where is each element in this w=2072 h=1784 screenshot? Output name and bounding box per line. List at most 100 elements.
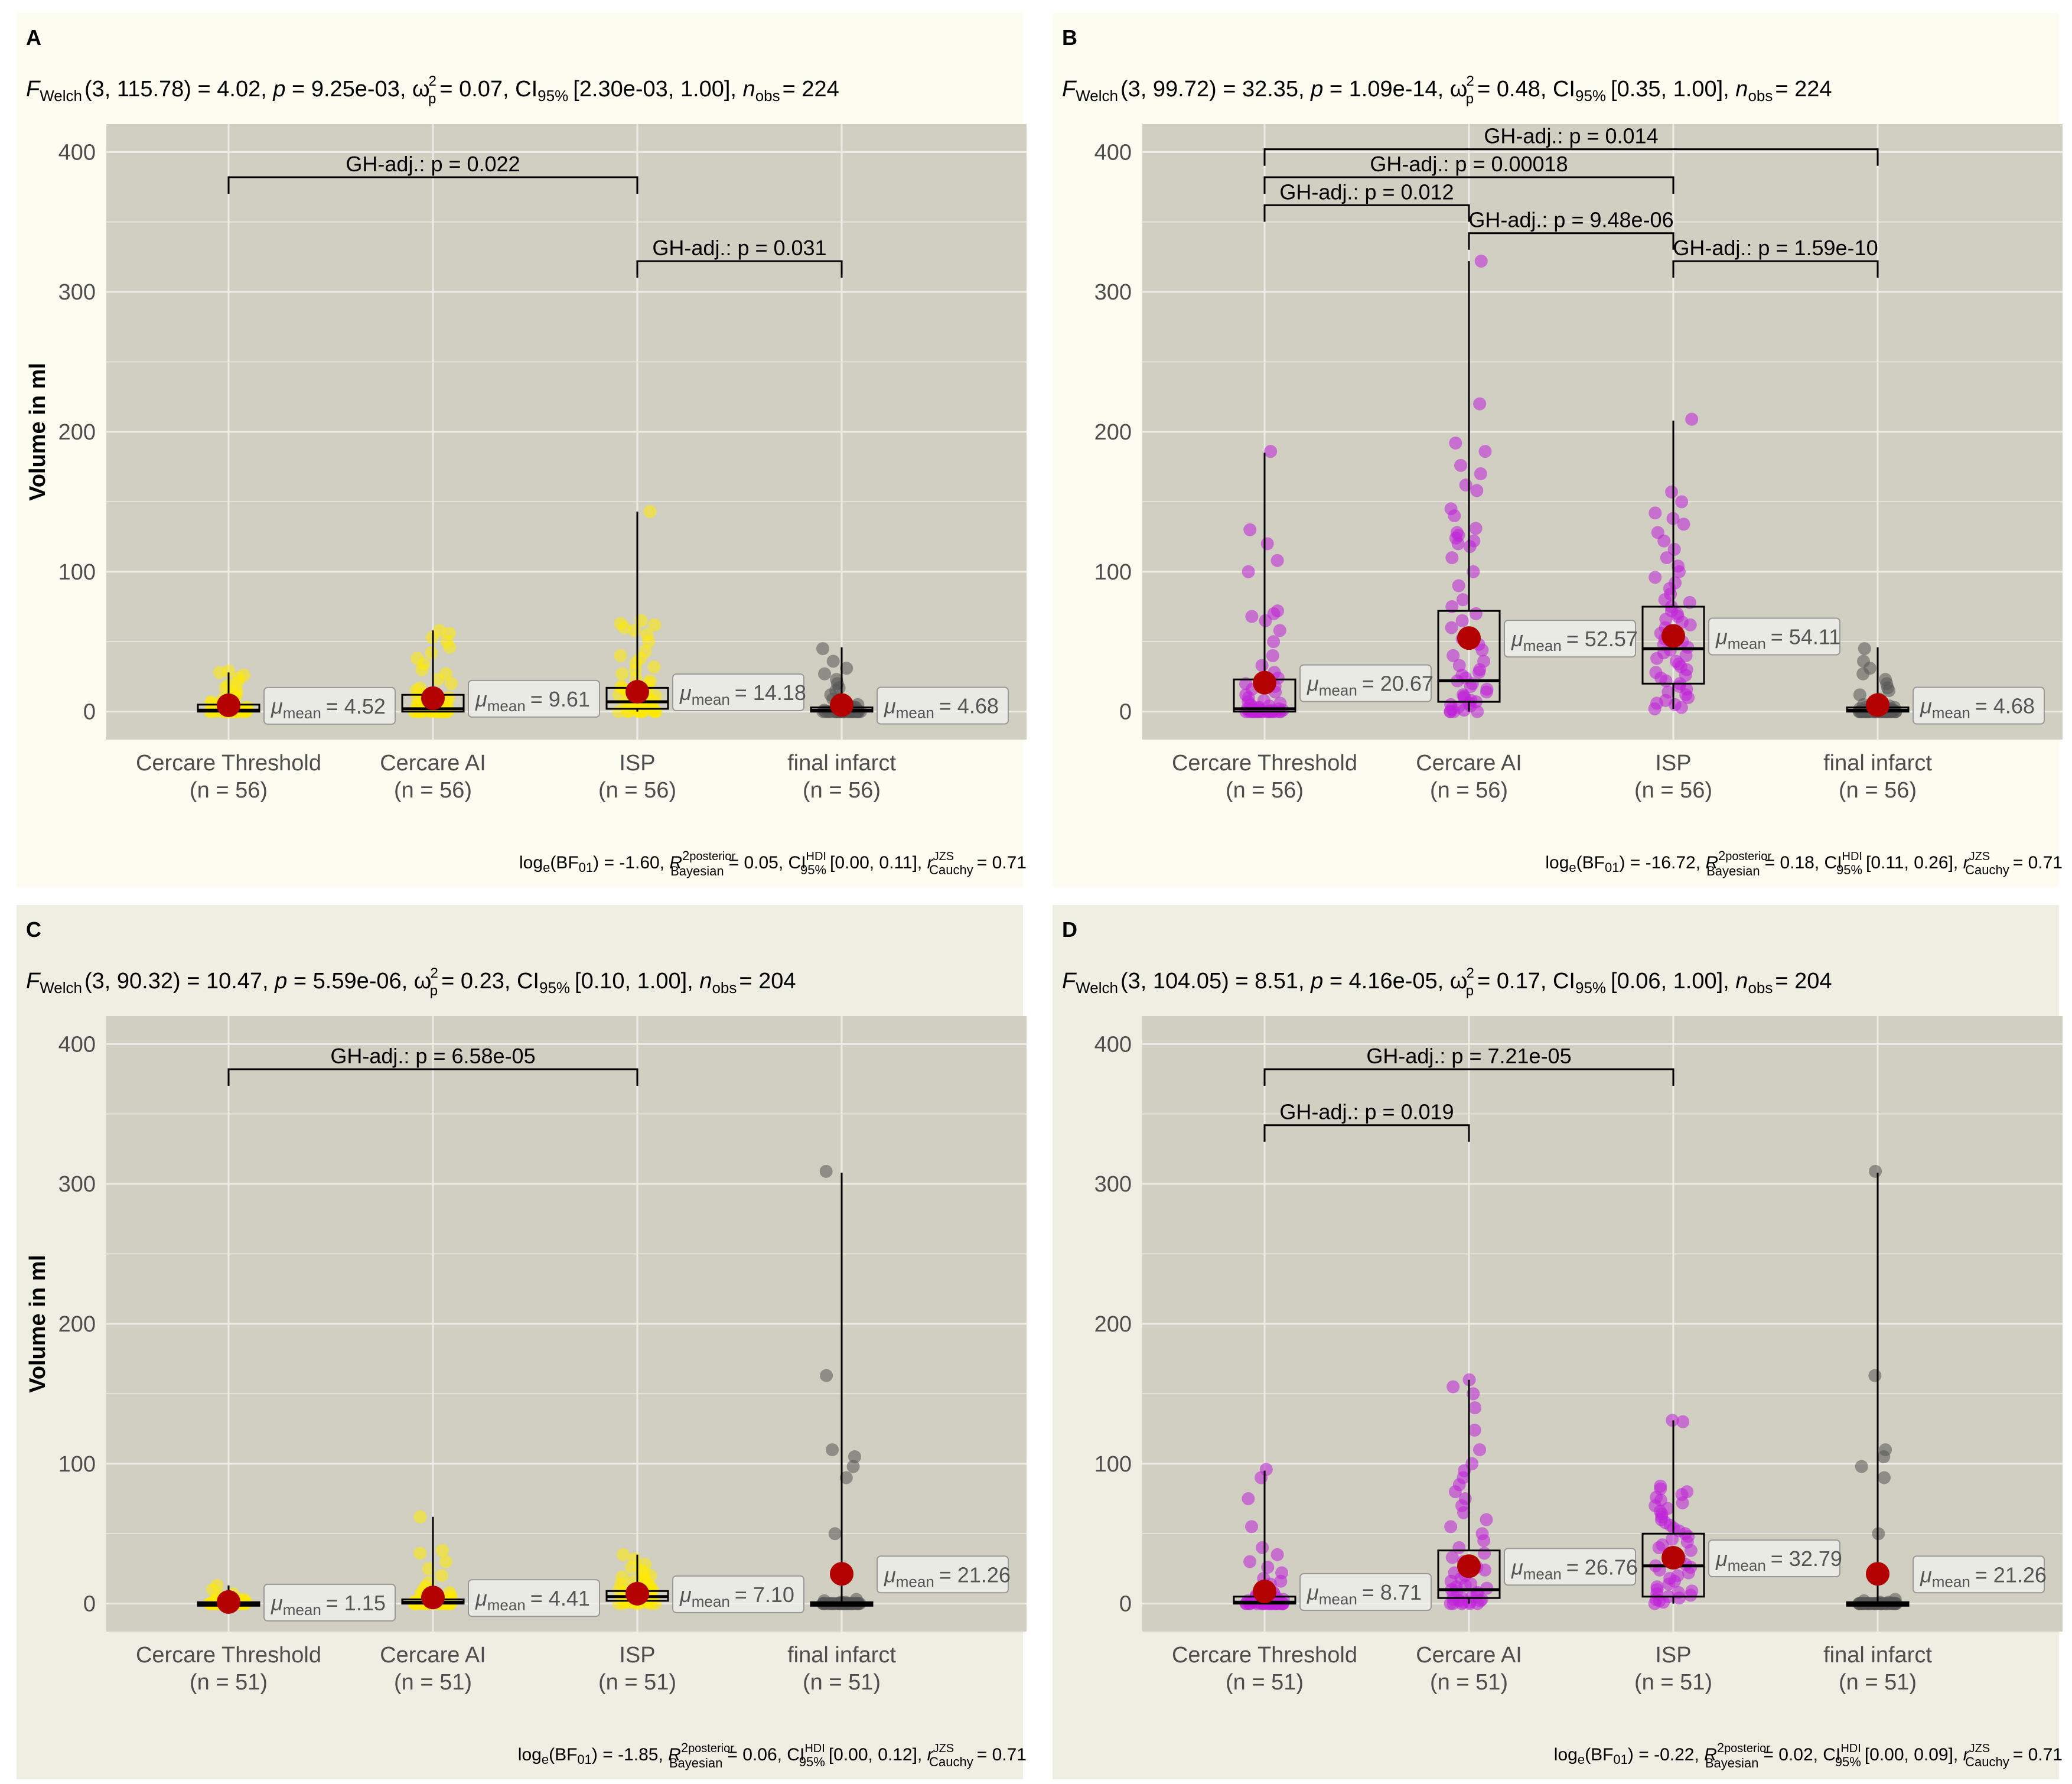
stat-n-val: = 204 (739, 969, 796, 994)
stat-omega-sup: 2 (1466, 965, 1474, 981)
data-point (1245, 610, 1259, 623)
data-point (1255, 659, 1269, 672)
mean-label-box (672, 1575, 804, 1613)
significance-bracket (227, 176, 638, 194)
data-point (1271, 604, 1285, 618)
y-tick-label: 200 (1094, 1312, 1132, 1337)
x-tick-label: ISP (1655, 1643, 1691, 1668)
significance-bracket (1263, 1124, 1470, 1142)
bayes-bf: (BF (550, 853, 578, 873)
data-point (1454, 458, 1468, 472)
data-point (1654, 1479, 1667, 1493)
data-point (1656, 1538, 1669, 1552)
data-point (1243, 1555, 1257, 1568)
x-tick-count: (n = 56) (190, 778, 268, 803)
y-tick-label: 100 (1094, 560, 1132, 585)
mean-label-box (1913, 686, 2045, 725)
significance-label: GH-adj.: p = 9.48e-06 (1468, 208, 1673, 232)
data-point (614, 617, 627, 630)
data-point (1275, 1566, 1289, 1580)
data-point (1261, 1561, 1275, 1574)
y-axis-label: Volume in ml (25, 363, 50, 501)
box (1437, 1549, 1501, 1599)
x-tick-count: (n = 56) (1634, 778, 1712, 803)
mean-label-mu: μ (1920, 694, 1932, 718)
mean-label-val: = 21.26 (939, 1562, 1011, 1587)
data-point (643, 504, 657, 518)
mean-label-mu: μ (1715, 624, 1728, 649)
mean-point (217, 693, 240, 717)
mean-label-sub: mean (1523, 637, 1562, 655)
data-point (222, 664, 236, 678)
y-tick-label: 100 (58, 560, 96, 585)
mean-point (421, 1586, 445, 1610)
mean-label: μmean = 1.15 (271, 1591, 386, 1619)
stat-omega-val: = 0.07, (439, 77, 509, 102)
bayes-R: R (664, 853, 682, 873)
data-point (1273, 624, 1286, 637)
data-point (1456, 593, 1470, 607)
data-point (1473, 1443, 1487, 1457)
x-tick-count: (n = 51) (394, 1670, 472, 1695)
bayes-bf-val: ) = -16.72, (1619, 853, 1700, 873)
mean-label: μmean = 54.11 (1715, 624, 1840, 652)
data-point (1475, 1527, 1489, 1541)
data-point (1661, 685, 1675, 699)
y-tick-label: 400 (1094, 1032, 1132, 1057)
stat-ci-sub: 95% (1575, 87, 1606, 105)
data-point (616, 1548, 630, 1561)
data-point (818, 667, 832, 681)
mean-label-sub: mean (487, 1596, 526, 1614)
data-point (1257, 694, 1270, 707)
bayes-95-sub: 95% (799, 1754, 825, 1769)
panel-letter: D (1062, 917, 1077, 942)
data-point (1473, 397, 1487, 411)
bayes-log: log (518, 1745, 542, 1765)
bayes-r2-val: = 0.05, (729, 853, 784, 873)
mean-point (1457, 626, 1481, 650)
bayes-r: r (1958, 1745, 1969, 1765)
mean-label-val: = 21.26 (1975, 1562, 2047, 1587)
data-point (1242, 1492, 1255, 1506)
data-point (614, 680, 628, 694)
significance-label: GH-adj.: p = 0.031 (652, 236, 826, 260)
y-tick-label: 400 (1094, 140, 1132, 165)
significance-label: GH-adj.: p = 1.59e-10 (1673, 236, 1878, 260)
stat-ci-sub: 95% (1575, 979, 1606, 997)
bayes-95-sub: 95% (1835, 1754, 1861, 1769)
data-point (1444, 698, 1458, 711)
y-tick-label: 400 (58, 140, 96, 165)
bayes-ci-val: [0.00, 0.12], (829, 1745, 922, 1765)
stat-ci-val: [2.30e-03, 1.00], (573, 77, 737, 102)
mean-label-box (877, 1555, 1009, 1594)
bayes-r2-val: = 0.02, (1763, 1745, 1818, 1765)
mean-label-sub: mean (896, 704, 934, 722)
bayes-R-sup: 2 (1717, 1740, 1724, 1755)
bayes-R-sup: 2 (682, 848, 689, 863)
stat-F: F (26, 77, 41, 102)
mean-point (1866, 693, 1889, 717)
x-tick-label: Cercare Threshold (1172, 751, 1357, 776)
data-point (1243, 523, 1257, 536)
data-point (1245, 1520, 1259, 1534)
stat-omega-val: = 0.17, (1477, 969, 1546, 994)
stats-title: FWelch (3, 90.32) = 10.47, p = 5.59e-06, … (26, 965, 796, 999)
x-tick-label: ISP (619, 751, 655, 776)
stat-F-args: (3, 99.72) = 32.35, (1120, 77, 1305, 102)
bayes-bf-val: ) = -1.85, (592, 1745, 663, 1765)
bayes-ci: CI (782, 1745, 804, 1765)
data-point (1480, 682, 1494, 696)
x-tick-count: (n = 51) (598, 1670, 676, 1695)
mean-label-sub: mean (692, 1593, 730, 1610)
stat-omega-sub: p (1466, 91, 1474, 107)
x-tick-count: (n = 56) (1430, 778, 1508, 803)
stat-ci: CI (509, 77, 538, 102)
bayes-jzs-sup: JZS (1969, 1742, 1990, 1755)
bayes-r: r (922, 853, 933, 873)
mean-label-mu: μ (1920, 1562, 1932, 1587)
mean-label-box (672, 673, 804, 712)
mean-label-val: = 54.11 (1771, 624, 1840, 649)
stats-title: FWelch (3, 115.78) = 4.02, p = 9.25e-03, … (26, 73, 839, 107)
significance-label: GH-adj.: p = 6.58e-05 (330, 1044, 535, 1068)
